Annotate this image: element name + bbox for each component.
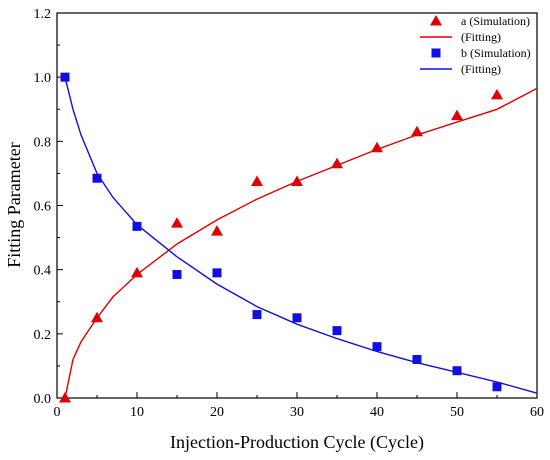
data-point	[172, 269, 182, 279]
x-tick-label: 10	[130, 405, 144, 420]
legend-label: (Fitting)	[461, 62, 501, 76]
x-tick-label: 0	[54, 405, 61, 420]
data-point	[131, 266, 143, 278]
fitting-curve	[64, 77, 538, 394]
series-layer	[59, 72, 538, 403]
fitting-curve	[64, 87, 538, 399]
data-point	[451, 109, 463, 121]
data-point	[331, 157, 343, 169]
y-axis-title: Fitting Parameter	[4, 142, 24, 267]
y-tick-label: 1.0	[34, 71, 52, 86]
data-point	[412, 355, 422, 364]
data-point	[91, 311, 103, 323]
y-axis: 0.0 0.2 0.4 0.6 0.8 1.0 1.2	[34, 7, 63, 407]
y-tick-label: 0.2	[34, 328, 52, 343]
data-point	[60, 72, 70, 82]
plot-area	[56, 12, 538, 399]
data-point	[252, 310, 262, 320]
data-point	[332, 326, 342, 336]
y-tick-label: 0.4	[34, 264, 52, 279]
y-tick-label: 0.6	[34, 200, 52, 215]
data-point	[212, 268, 222, 278]
legend: a (Simulation) (Fitting) b (Simulation) (Fi…	[420, 14, 531, 76]
legend-label: (Fitting)	[461, 30, 501, 44]
data-point	[92, 173, 102, 183]
data-point	[211, 225, 223, 236]
y-tick-label: 1.2	[34, 7, 52, 22]
data-point	[132, 221, 142, 231]
data-point	[452, 366, 462, 376]
x-tick-label: 20	[210, 405, 224, 420]
data-point	[411, 125, 423, 137]
x-axis-title: Injection-Production Cycle (Cycle)	[170, 432, 424, 453]
data-point	[491, 88, 503, 100]
data-point	[251, 175, 263, 186]
x-axis: 0 10 20 30 40 50 60	[54, 392, 544, 420]
x-tick-label: 40	[370, 405, 384, 420]
data-point	[59, 392, 71, 403]
legend-marker	[431, 48, 441, 58]
data-point	[492, 382, 502, 392]
x-tick-label: 30	[290, 405, 304, 420]
data-point	[292, 313, 302, 323]
legend-label: b (Simulation)	[461, 46, 531, 60]
data-point	[171, 217, 183, 228]
legend-label: a (Simulation)	[461, 14, 530, 28]
data-point	[291, 175, 303, 186]
legend-marker	[430, 15, 442, 26]
x-tick-label: 60	[530, 405, 544, 420]
data-point	[372, 342, 382, 352]
x-tick-label: 50	[450, 405, 464, 420]
y-tick-label: 0.0	[34, 392, 52, 407]
data-point	[371, 141, 383, 153]
y-tick-label: 0.8	[34, 135, 52, 150]
